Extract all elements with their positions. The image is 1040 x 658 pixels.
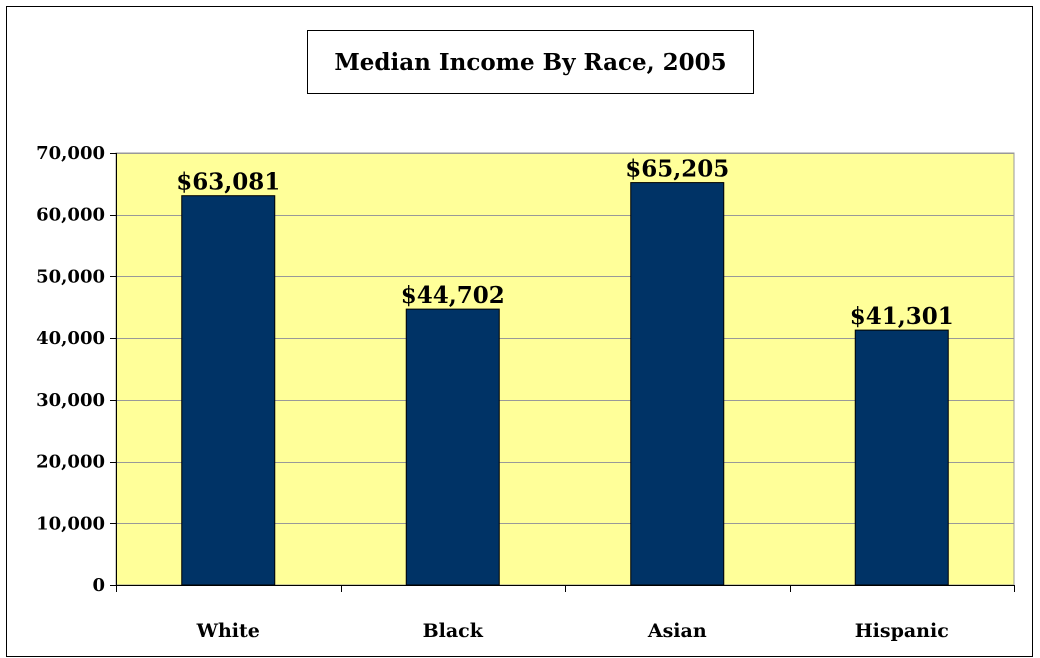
x-category-label: Asian (647, 620, 707, 642)
y-tick-label: 0 (92, 575, 105, 596)
bars (181, 182, 949, 586)
y-tick-label: 50,000 (36, 266, 105, 287)
chart-title: Median Income By Race, 2005 (307, 30, 754, 94)
y-axis-tick-labels: 0 10,000 20,000 30,000 40,000 50,000 60,000 70,… (36, 143, 105, 596)
x-category-label: White (196, 620, 260, 642)
bar-value-label: $65,205 (625, 156, 729, 183)
bar-white (181, 195, 276, 586)
bar-value-label: $63,081 (176, 169, 280, 196)
x-category-label: Hispanic (855, 620, 949, 642)
bar-black (405, 308, 500, 586)
axes (110, 153, 1015, 592)
y-tick-label: 70,000 (36, 143, 105, 164)
bar-value-label: $44,702 (401, 282, 505, 309)
y-tick-label: 20,000 (36, 452, 105, 473)
bar-value-label: $41,301 (850, 303, 954, 330)
x-axis-category-labels: White Black Asian Hispanic (196, 620, 949, 642)
y-tick-label: 60,000 (36, 205, 105, 226)
y-tick-label: 40,000 (36, 328, 105, 349)
x-category-label: Black (423, 620, 484, 642)
y-tick-label: 10,000 (36, 513, 105, 534)
bar-hispanic (854, 329, 949, 586)
y-tick-label: 30,000 (36, 390, 105, 411)
bar-value-labels: $63,081 $44,702 $65,205 $41,301 (176, 156, 954, 331)
bar-asian (630, 182, 725, 586)
